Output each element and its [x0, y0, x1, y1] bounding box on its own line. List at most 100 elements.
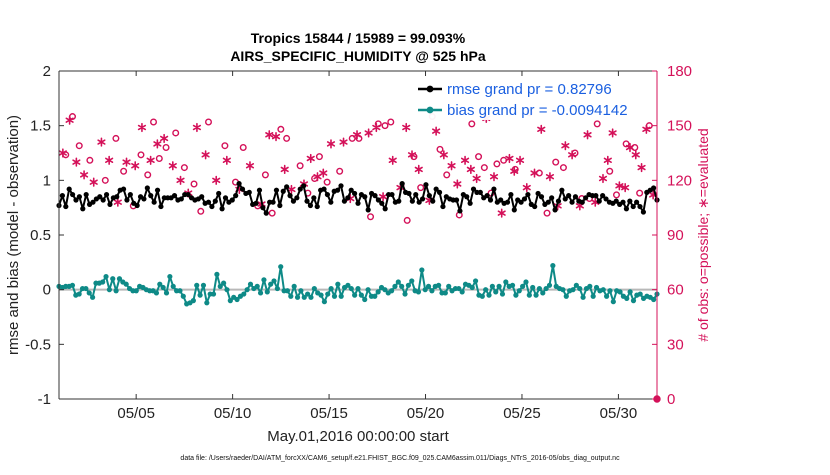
- bias-series-point: [489, 283, 495, 289]
- bias-series-point: [190, 298, 196, 304]
- rmse-series-point: [73, 197, 79, 203]
- obs-possible-point: [348, 134, 356, 142]
- bias-series-point: [651, 296, 657, 303]
- rmse-series-point: [222, 195, 229, 201]
- bias-series-point: [365, 287, 371, 293]
- y-left-tick-label: 1.5: [30, 118, 51, 135]
- bias-series-point: [83, 285, 89, 292]
- bias-series-point: [442, 290, 448, 296]
- bias-series-point: [274, 285, 280, 292]
- y-right-tick-label: 150: [667, 118, 692, 135]
- bias-series-point: [483, 287, 489, 293]
- rmse-series-point: [467, 200, 473, 206]
- rmse-series-point: [498, 197, 504, 203]
- obs-evaluated-point: [497, 208, 506, 218]
- bias-series-point: [630, 298, 637, 304]
- obs-possible-point: [197, 207, 205, 215]
- rmse-series-point: [69, 191, 76, 198]
- rmse-series-point: [521, 196, 528, 202]
- rmse-series-point: [141, 196, 147, 202]
- rmse-series-point: [144, 185, 150, 191]
- obs-evaluated-point: [603, 155, 612, 165]
- rmse-series-point: [416, 199, 422, 205]
- rmse-series-point: [341, 198, 348, 204]
- rmse-series-point: [158, 203, 164, 210]
- bias-series-point: [328, 285, 334, 292]
- bias-series-point: [546, 282, 553, 288]
- bias-series-point: [429, 288, 435, 294]
- bias-series-point: [352, 292, 358, 298]
- bias-series-point: [308, 294, 314, 300]
- rmse-series-point: [436, 189, 443, 195]
- rmse-series-point: [148, 193, 154, 199]
- bias-series-point: [133, 288, 139, 294]
- obs-evaluated-point: [372, 122, 381, 133]
- obs-possible-point: [137, 151, 145, 159]
- bias-series-point: [479, 293, 485, 299]
- bias-series-point: [399, 283, 405, 289]
- obs-evaluated-point: [137, 122, 147, 133]
- obs-evaluated-point: [212, 175, 221, 185]
- rmse-series-point: [583, 195, 589, 201]
- obs-evaluated-point: [637, 162, 646, 173]
- bias-series-point: [469, 284, 475, 291]
- rmse-series-point: [294, 195, 300, 201]
- y-left-tick-label: 1: [43, 172, 51, 189]
- bias-series-point: [617, 289, 623, 295]
- bias-series-point: [570, 287, 576, 293]
- bias-series-point: [523, 279, 529, 285]
- obs-evaluated-point: [72, 157, 81, 167]
- obs-possible-point: [475, 153, 483, 161]
- bias-series-point: [637, 291, 643, 297]
- bias-series-point: [593, 284, 600, 291]
- rmse-series-point: [107, 201, 113, 207]
- bias-series-point: [261, 277, 267, 283]
- obs-possible-point: [155, 154, 163, 162]
- x-tick-label: 05/30: [600, 405, 638, 422]
- bias-series-point: [291, 283, 297, 289]
- rmse-series-point: [555, 198, 562, 204]
- bias-series-point: [456, 285, 462, 292]
- rmse-series-point: [246, 189, 252, 195]
- bias-series-point: [513, 292, 519, 298]
- obs-evaluated-point: [598, 173, 608, 184]
- rmse-series-point: [273, 187, 280, 193]
- rmse-series-point: [233, 193, 239, 199]
- obs-evaluated-point: [287, 184, 296, 195]
- bias-series-point: [301, 294, 307, 300]
- rmse-series-point: [120, 186, 127, 192]
- obs-possible-point: [221, 142, 229, 150]
- bias-series-point: [113, 288, 119, 294]
- rmse-series-point: [637, 203, 643, 210]
- rmse-series-point: [324, 191, 331, 198]
- rmse-series-point: [338, 183, 344, 189]
- obs-evaluated-point: [631, 150, 640, 160]
- obs-possible-point: [417, 184, 425, 192]
- bias-series-point: [372, 293, 378, 299]
- bias-series-point: [227, 298, 233, 304]
- rmse-series-point: [504, 199, 511, 205]
- rmse-series-point: [419, 196, 426, 202]
- bias-series-point: [600, 287, 606, 293]
- obs-evaluated-point: [89, 177, 98, 187]
- rmse-series-point: [185, 191, 191, 198]
- rmse-series-point: [80, 206, 86, 212]
- rmse-series-point: [423, 182, 429, 188]
- bias-series-point: [409, 278, 415, 284]
- rmse-series-point: [345, 195, 351, 201]
- rmse-series-point: [280, 188, 286, 194]
- bias-series-point: [167, 273, 173, 280]
- rmse-series-point: [457, 208, 463, 214]
- obs-possible-point: [261, 171, 269, 179]
- bias-series-point: [520, 283, 526, 289]
- bias-series-point: [419, 267, 425, 273]
- rmse-series-point: [596, 198, 602, 204]
- rmse-series-point: [205, 199, 212, 205]
- bias-series-point: [382, 287, 388, 293]
- bias-series-point: [110, 276, 116, 282]
- rmse-series-point: [114, 194, 120, 200]
- x-tick-label: 05/05: [117, 405, 155, 422]
- obs-evaluated-point: [407, 150, 417, 160]
- bias-series-point: [503, 279, 509, 285]
